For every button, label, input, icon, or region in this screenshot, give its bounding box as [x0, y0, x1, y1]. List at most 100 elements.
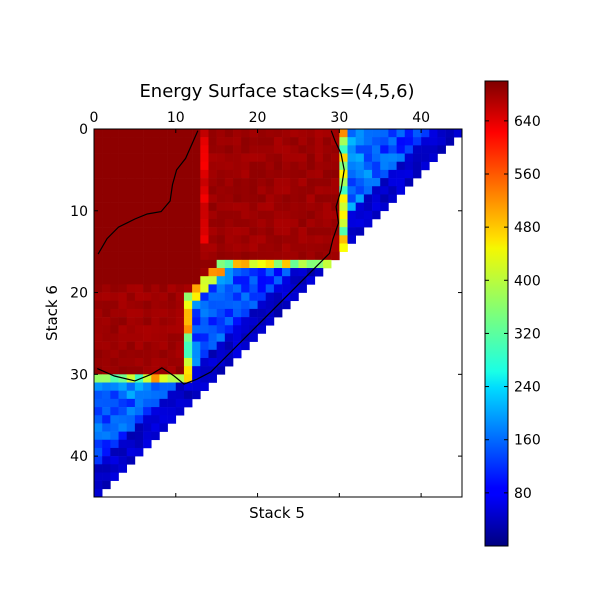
heatmap-cell — [167, 251, 177, 261]
heatmap-cell — [175, 186, 185, 195]
heatmap-cell — [355, 202, 365, 212]
heatmap-cell — [314, 169, 324, 179]
heatmap-cell — [298, 161, 307, 171]
heatmap-cell — [110, 398, 119, 408]
heatmap-cell — [183, 325, 193, 334]
heatmap-cell — [216, 325, 226, 334]
heatmap-cell — [298, 194, 307, 203]
heatmap-cell — [143, 210, 152, 220]
heatmap-cell — [355, 153, 365, 163]
heatmap-cell — [290, 186, 299, 195]
heatmap-cell — [355, 227, 365, 236]
heatmap-cell — [126, 325, 136, 334]
heatmap-cell — [118, 357, 128, 367]
heatmap-cell — [233, 178, 242, 187]
heatmap-cell — [183, 161, 193, 171]
heatmap-cell — [192, 300, 201, 310]
heatmap-cell — [347, 227, 356, 236]
heatmap-cell — [94, 325, 103, 334]
heatmap-cell — [167, 202, 177, 212]
heatmap-cell — [282, 284, 291, 293]
heatmap-cell — [102, 447, 111, 457]
heatmap-cell — [126, 178, 136, 187]
heatmap-cell — [94, 194, 103, 203]
heatmap-cell — [224, 333, 234, 342]
heatmap-cell — [151, 374, 160, 383]
heatmap-cell — [224, 218, 234, 228]
heatmap-cell — [241, 300, 250, 310]
heatmap-cell — [273, 161, 283, 171]
heatmap-cell — [192, 374, 201, 383]
heatmap-cell — [241, 137, 250, 146]
heatmap-cell — [306, 178, 316, 187]
heatmap-cell — [183, 202, 193, 212]
heatmap-cell — [241, 186, 250, 195]
colorbar-tick-label: 400 — [514, 273, 541, 289]
heatmap-cell — [306, 129, 316, 138]
heatmap-cell — [134, 357, 144, 367]
heatmap-cell — [290, 194, 299, 203]
heatmap-cell — [126, 259, 136, 269]
heatmap-cell — [273, 218, 283, 228]
heatmap-cell — [192, 259, 201, 269]
heatmap-cell — [347, 186, 356, 195]
heatmap-cell — [339, 202, 348, 212]
heatmap-cell — [216, 169, 226, 179]
heatmap-cell — [102, 382, 111, 391]
heatmap-cell — [167, 268, 177, 277]
heatmap-cell — [290, 292, 299, 302]
heatmap-cell — [126, 341, 136, 351]
heatmap-cell — [314, 218, 324, 228]
x-tick-label: 0 — [90, 110, 99, 126]
heatmap-cell — [200, 259, 209, 269]
heatmap-cell — [208, 145, 217, 154]
heatmap-cell — [143, 349, 152, 359]
heatmap-cell — [134, 431, 144, 441]
heatmap-cell — [183, 284, 193, 293]
heatmap-cell — [273, 235, 283, 244]
heatmap-cell — [282, 169, 291, 179]
heatmap-cell — [249, 300, 258, 310]
heatmap-cell — [159, 153, 168, 163]
heatmap-cell — [151, 268, 160, 277]
heatmap-cell — [183, 218, 193, 228]
heatmap-cell — [118, 341, 128, 351]
heatmap-cell — [94, 472, 103, 481]
heatmap-cell — [192, 194, 201, 203]
heatmap-cell — [208, 129, 217, 138]
heatmap-cell — [200, 268, 209, 277]
heatmap-cell — [224, 325, 234, 334]
heatmap-cell — [102, 349, 111, 359]
heatmap-cell — [224, 202, 234, 212]
heatmap-cell — [94, 398, 103, 408]
heatmap-cell — [404, 178, 414, 187]
heatmap-cell — [216, 145, 226, 154]
heatmap-cell — [192, 235, 201, 244]
heatmap-cell — [167, 357, 177, 367]
heatmap-cell — [314, 178, 324, 187]
heatmap-cell — [208, 300, 217, 310]
heatmap-cell — [159, 137, 168, 146]
heatmap-cell — [167, 210, 177, 220]
heatmap-cell — [314, 145, 324, 154]
heatmap-cell — [110, 178, 119, 187]
heatmap-cell — [396, 145, 406, 154]
heatmap-cell — [233, 194, 242, 203]
heatmap-cell — [134, 341, 144, 351]
heatmap-cell — [224, 161, 234, 171]
heatmap-cell — [322, 137, 332, 146]
y-tick-label: 40 — [70, 449, 88, 465]
heatmap-cell — [412, 153, 422, 163]
heatmap-cell — [233, 202, 242, 212]
heatmap-cell — [437, 145, 446, 154]
heatmap-cell — [388, 129, 397, 138]
heatmap-cell — [257, 243, 267, 252]
heatmap-cell — [306, 153, 316, 163]
heatmap-cell — [355, 186, 365, 195]
heatmap-cell — [372, 145, 381, 154]
heatmap-cell — [175, 333, 185, 342]
heatmap-cell — [241, 218, 250, 228]
heatmap-cell — [159, 357, 168, 367]
heatmap-cell — [200, 357, 209, 367]
heatmap-cell — [102, 284, 111, 293]
